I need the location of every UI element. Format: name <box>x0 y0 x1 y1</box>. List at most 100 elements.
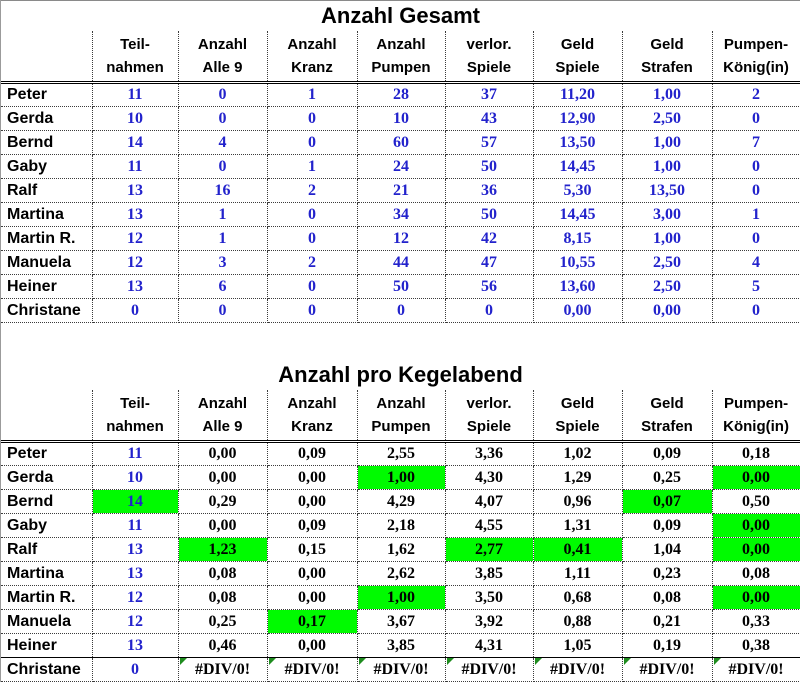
cell[interactable]: 14,45 <box>533 154 623 179</box>
column-header[interactable]: Geld Spiele <box>533 390 623 443</box>
row-name[interactable]: Christane <box>1 298 93 323</box>
cell[interactable]: 1,00 <box>622 130 713 155</box>
cell[interactable]: 1,11 <box>533 561 623 586</box>
row-name[interactable]: Ralf <box>1 178 93 203</box>
cell[interactable]: 10,55 <box>533 250 623 275</box>
cell[interactable]: 0 <box>92 657 179 682</box>
cell[interactable]: 2,62 <box>357 561 446 586</box>
cell[interactable]: 0,00 <box>267 585 358 610</box>
cell[interactable]: 16 <box>178 178 268 203</box>
cell[interactable]: 1,04 <box>622 537 713 562</box>
cell[interactable]: 24 <box>357 154 446 179</box>
column-header[interactable]: Teil-nahmen <box>92 31 179 84</box>
cell[interactable]: 4,30 <box>445 465 534 490</box>
row-name[interactable]: Gerda <box>1 106 93 131</box>
cell[interactable]: 0,00 <box>178 513 268 538</box>
cell[interactable]: 6 <box>178 274 268 299</box>
cell[interactable]: 11 <box>92 82 179 107</box>
cell[interactable]: 1 <box>267 154 358 179</box>
cell[interactable]: 14 <box>92 489 179 514</box>
cell[interactable]: 43 <box>445 106 534 131</box>
column-header[interactable]: Anzahl Kranz <box>267 31 358 84</box>
cell[interactable]: 1,00 <box>357 465 446 490</box>
cell[interactable]: 0,96 <box>533 489 623 514</box>
cell[interactable]: #DIV/0! <box>445 657 534 682</box>
cell[interactable]: 0 <box>267 130 358 155</box>
cell[interactable]: 2,50 <box>622 106 713 131</box>
cell[interactable]: 12 <box>92 609 179 634</box>
cell[interactable]: 47 <box>445 250 534 275</box>
cell[interactable]: 0,29 <box>178 489 268 514</box>
cell[interactable]: 0,00 <box>712 585 800 610</box>
cell[interactable]: 13 <box>92 537 179 562</box>
cell[interactable]: 0,09 <box>622 441 713 466</box>
column-header[interactable]: Anzahl Pumpen <box>357 31 446 84</box>
row-name[interactable]: Martin R. <box>1 585 93 610</box>
cell[interactable]: 3,67 <box>357 609 446 634</box>
cell[interactable]: 1 <box>178 226 268 251</box>
cell[interactable]: 0 <box>178 298 268 323</box>
row-name[interactable]: Martina <box>1 561 93 586</box>
cell[interactable]: 0,15 <box>267 537 358 562</box>
cell[interactable]: 13 <box>92 202 179 227</box>
cell[interactable]: 1,00 <box>622 82 713 107</box>
cell[interactable]: 2,50 <box>622 250 713 275</box>
cell[interactable]: 14 <box>92 130 179 155</box>
cell[interactable]: 0,38 <box>712 633 800 658</box>
cell[interactable]: 0,00 <box>267 561 358 586</box>
cell[interactable]: 11 <box>92 513 179 538</box>
corner-cell[interactable] <box>1 31 93 84</box>
column-header[interactable]: Pumpen- König(in) <box>712 390 800 443</box>
cell[interactable]: 11 <box>92 441 179 466</box>
cell[interactable]: 0,00 <box>712 537 800 562</box>
cell[interactable]: 28 <box>357 82 446 107</box>
cell[interactable]: 0,00 <box>178 465 268 490</box>
cell[interactable]: 11 <box>92 154 179 179</box>
cell[interactable]: 0,09 <box>267 513 358 538</box>
cell[interactable]: 4 <box>712 250 800 275</box>
cell[interactable]: 0,08 <box>712 561 800 586</box>
cell[interactable]: 2,55 <box>357 441 446 466</box>
column-header[interactable]: Anzahl Alle 9 <box>178 31 268 84</box>
cell[interactable]: 3,00 <box>622 202 713 227</box>
row-name[interactable]: Heiner <box>1 274 93 299</box>
cell[interactable]: 3,85 <box>445 561 534 586</box>
cell[interactable]: 0 <box>267 298 358 323</box>
cell[interactable]: 11,20 <box>533 82 623 107</box>
cell[interactable]: 42 <box>445 226 534 251</box>
cell[interactable]: 0,08 <box>178 561 268 586</box>
cell[interactable]: 2 <box>712 82 800 107</box>
cell[interactable]: 3,50 <box>445 585 534 610</box>
cell[interactable]: 2,50 <box>622 274 713 299</box>
cell[interactable]: 0,25 <box>178 609 268 634</box>
cell[interactable]: 34 <box>357 202 446 227</box>
cell[interactable]: 0,00 <box>533 298 623 323</box>
cell[interactable]: 13 <box>92 561 179 586</box>
cell[interactable]: 0,00 <box>267 633 358 658</box>
cell[interactable]: #DIV/0! <box>712 657 800 682</box>
cell[interactable]: 60 <box>357 130 446 155</box>
cell[interactable]: #DIV/0! <box>357 657 446 682</box>
cell[interactable]: 12 <box>357 226 446 251</box>
column-header[interactable]: verlor. Spiele <box>445 31 534 84</box>
cell[interactable]: 0,00 <box>712 513 800 538</box>
cell[interactable]: 7 <box>712 130 800 155</box>
cell[interactable]: 0,07 <box>622 489 713 514</box>
cell[interactable]: 0 <box>178 82 268 107</box>
cell[interactable]: 2 <box>267 178 358 203</box>
cell[interactable]: 0 <box>267 274 358 299</box>
column-header[interactable]: Teil-nahmen <box>92 390 179 443</box>
cell[interactable]: 0 <box>712 298 800 323</box>
cell[interactable]: 1,31 <box>533 513 623 538</box>
cell[interactable]: 0,00 <box>622 298 713 323</box>
row-name[interactable]: Christane <box>1 657 93 682</box>
row-name[interactable]: Peter <box>1 82 93 107</box>
cell[interactable]: 1,00 <box>622 226 713 251</box>
cell[interactable]: 0,00 <box>267 465 358 490</box>
cell[interactable]: 57 <box>445 130 534 155</box>
cell[interactable]: 1,00 <box>357 585 446 610</box>
cell[interactable]: 13 <box>92 178 179 203</box>
corner-cell[interactable] <box>1 390 93 443</box>
cell[interactable]: 21 <box>357 178 446 203</box>
cell[interactable]: 1,02 <box>533 441 623 466</box>
